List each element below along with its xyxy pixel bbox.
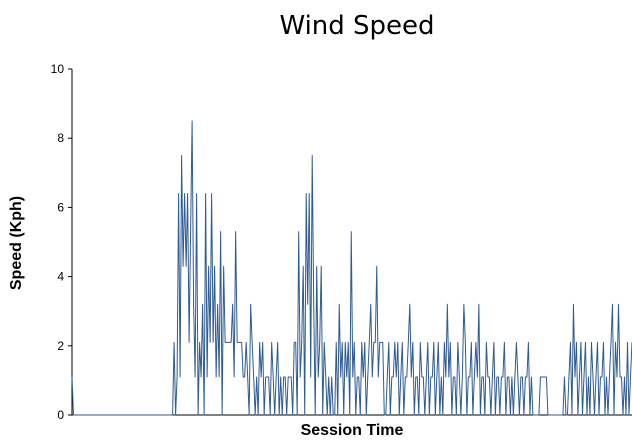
- y-tick-label: 4: [57, 270, 64, 284]
- y-tick-label: 8: [57, 131, 64, 145]
- y-axis-ticks: 0 2 4 6 8 10: [51, 62, 72, 422]
- series-layer: [72, 121, 632, 415]
- y-tick-label: 0: [57, 408, 64, 422]
- chart-title: Wind Speed: [279, 11, 434, 41]
- y-tick-label: 6: [57, 200, 64, 214]
- y-tick-label: 10: [51, 62, 65, 76]
- x-axis-label: Session Time: [301, 422, 404, 439]
- series-line: [72, 121, 632, 415]
- y-tick-label: 2: [57, 339, 64, 353]
- y-axis-label: Speed (Kph): [8, 196, 25, 290]
